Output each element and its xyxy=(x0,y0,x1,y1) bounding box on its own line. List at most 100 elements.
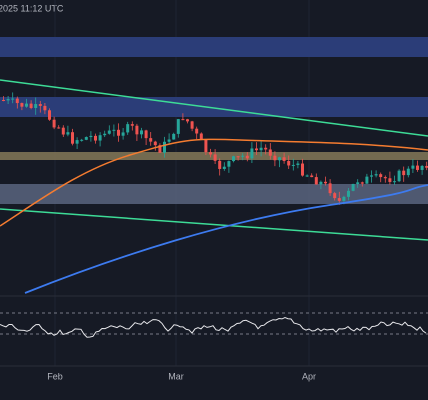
candle-body xyxy=(153,141,157,146)
resistance-zone xyxy=(0,37,428,57)
candle-body xyxy=(287,160,291,166)
candle-body xyxy=(347,190,350,197)
candle-body xyxy=(94,135,97,141)
candle-body xyxy=(370,175,373,177)
candle-body xyxy=(406,168,410,176)
candle-body xyxy=(282,157,286,161)
candle-body xyxy=(15,98,19,104)
candle-body xyxy=(126,124,130,133)
candle-body xyxy=(310,175,314,178)
candle-body xyxy=(296,163,300,165)
trendline xyxy=(0,79,428,137)
moving-average-200 xyxy=(24,184,428,294)
candle-body xyxy=(140,130,143,135)
candle-body xyxy=(420,165,424,170)
candle-body xyxy=(360,182,364,184)
candle-body xyxy=(11,98,15,100)
candle-body xyxy=(186,119,189,122)
candle-body xyxy=(144,130,148,139)
x-axis-label: Feb xyxy=(47,371,63,381)
candle-body xyxy=(43,105,47,111)
candle-body xyxy=(57,127,61,129)
candle-body xyxy=(117,129,120,136)
candle-body xyxy=(84,137,88,140)
candle-body xyxy=(250,148,254,159)
candle-body xyxy=(402,170,406,176)
candle-body xyxy=(190,121,194,129)
candle-body xyxy=(416,165,419,170)
candle-body xyxy=(324,181,327,184)
candle-body xyxy=(25,103,28,107)
candle-body xyxy=(204,139,208,153)
candle-body xyxy=(20,103,24,107)
candle-body xyxy=(342,196,346,201)
candle-body xyxy=(351,183,355,191)
trendline xyxy=(0,208,428,241)
candle-body xyxy=(29,103,33,109)
candle-body xyxy=(268,149,272,156)
candle-body xyxy=(158,145,162,153)
candle-body xyxy=(241,155,245,157)
candle-body xyxy=(301,163,304,176)
candle-body xyxy=(374,174,378,176)
candle-body xyxy=(48,110,51,120)
candle-body xyxy=(61,127,65,135)
candle-body xyxy=(149,138,153,142)
candle-body xyxy=(305,175,309,177)
candle-body xyxy=(181,119,185,121)
candle-body xyxy=(411,165,415,169)
candle-body xyxy=(75,140,79,144)
moving-average-100 xyxy=(0,138,428,227)
candle-body xyxy=(227,161,231,167)
candle-body xyxy=(199,133,203,140)
candle-body xyxy=(393,181,396,183)
candle-body xyxy=(176,119,180,134)
candle-body xyxy=(333,193,337,199)
candle-body xyxy=(135,125,139,135)
candle-body xyxy=(89,135,93,138)
candle-body xyxy=(245,155,249,159)
candle-body xyxy=(255,148,258,151)
candle-body xyxy=(163,141,166,153)
candle-body xyxy=(6,99,10,101)
support-zone xyxy=(0,184,428,204)
x-axis-label: Apr xyxy=(302,371,316,381)
candle-body xyxy=(218,160,222,169)
candle-body xyxy=(107,130,111,134)
candle-body xyxy=(38,104,42,106)
candle-body xyxy=(379,174,383,178)
candle-body xyxy=(98,135,102,141)
candle-body xyxy=(213,154,217,161)
candle-body xyxy=(121,132,125,136)
candle-body xyxy=(66,132,70,135)
candle-body xyxy=(103,133,107,136)
candle-body xyxy=(314,177,318,185)
grid xyxy=(54,0,310,366)
candle-body xyxy=(319,181,323,185)
candle-body xyxy=(328,183,332,194)
candle-body xyxy=(259,147,263,151)
candle-body xyxy=(209,152,212,155)
candle-body xyxy=(397,170,401,182)
candle-body xyxy=(80,139,84,141)
candle-body xyxy=(34,104,38,109)
candle-body xyxy=(291,164,295,166)
candle-body xyxy=(264,147,268,150)
candle-body xyxy=(2,100,5,101)
x-axis-label: Mar xyxy=(168,371,184,381)
candle-body xyxy=(195,128,199,134)
candle-body xyxy=(236,156,240,158)
timestamp: 2025 11:12 UTC xyxy=(0,3,64,13)
candle-body xyxy=(383,177,387,179)
candle-body xyxy=(52,119,56,128)
candle-body xyxy=(112,129,116,131)
candle-body xyxy=(222,166,226,169)
candles xyxy=(2,92,428,205)
candle-body xyxy=(356,182,360,184)
candle-body xyxy=(172,133,176,140)
candle-body xyxy=(273,155,277,161)
rsi-line xyxy=(0,316,427,338)
candle-body xyxy=(130,124,134,126)
candle-body xyxy=(425,165,428,168)
